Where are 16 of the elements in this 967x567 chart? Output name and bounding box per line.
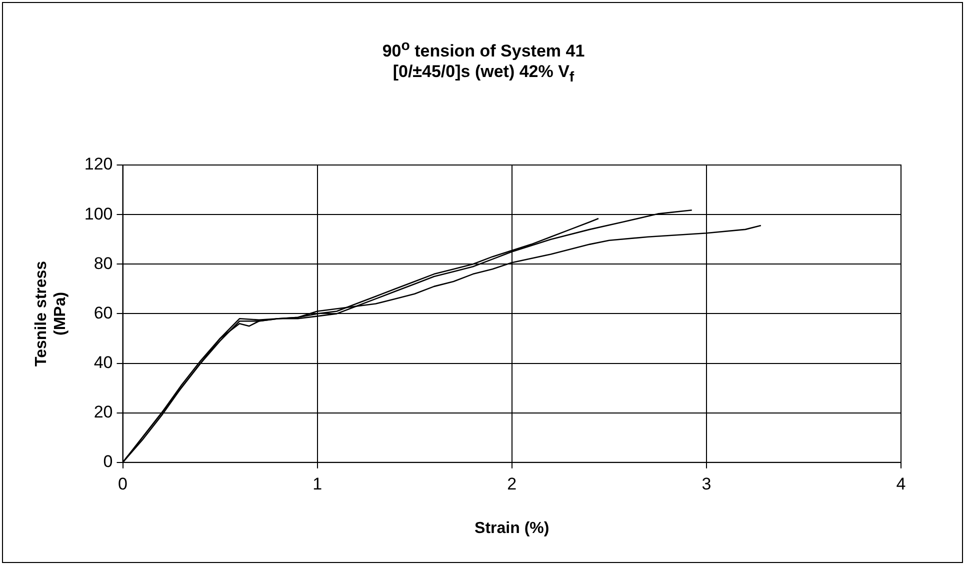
y-axis-title: Tesnile stress (MPa) [33, 260, 70, 366]
x-tick-label: 0 [118, 474, 128, 494]
x-tick-label: 4 [896, 474, 906, 494]
y-tick-label: 40 [94, 352, 113, 372]
chart-subtitle: [0/±45/0]s (wet) 42% V$_{f}$ [392, 62, 576, 86]
x-tick-label: 1 [312, 474, 322, 494]
x-tick-label: 2 [507, 474, 517, 494]
y-tick-label: 120 [84, 154, 113, 174]
x-tick-label: 3 [702, 474, 712, 494]
chart-title: 90$^{o}$ tension of System 41 [381, 38, 586, 62]
y-tick-label: 100 [84, 204, 113, 224]
y-tick-label: 80 [94, 254, 113, 273]
x-axis-title: Strain (%) [474, 520, 550, 537]
y-tick-label: 0 [103, 452, 113, 472]
y-tick-label: 20 [94, 402, 113, 422]
y-tick-label: 60 [94, 303, 113, 322]
